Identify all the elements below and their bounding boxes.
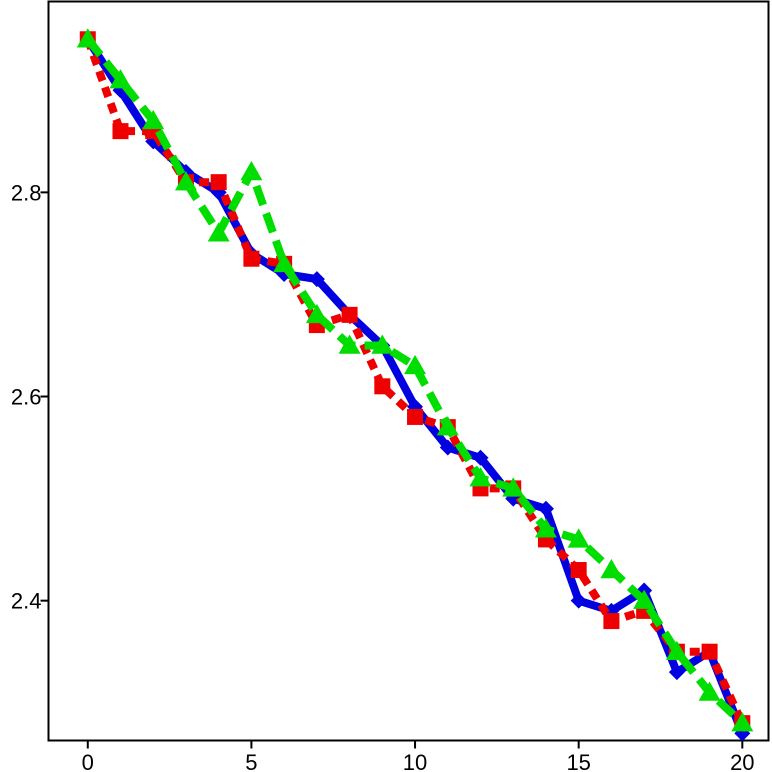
y-axis: 2.4 2.6 2.8 <box>11 180 49 614</box>
data-point-triangle <box>404 354 427 375</box>
data-point-triangle <box>567 528 590 548</box>
data-point-square <box>243 250 260 267</box>
data-point-triangle <box>534 518 557 538</box>
data-point-diamond <box>537 500 554 517</box>
data-point-square <box>112 123 129 140</box>
y-tick-label: 2.4 <box>11 589 42 614</box>
data-point-triangle <box>174 171 197 191</box>
x-axis: 0 5 10 15 20 <box>82 740 755 772</box>
data-point-square <box>210 174 227 191</box>
y-tick-label: 2.6 <box>11 385 42 410</box>
data-point-square <box>570 562 587 579</box>
data-point-triangle <box>633 589 656 609</box>
data-point-diamond <box>472 449 489 466</box>
series-line-dashed <box>84 36 746 727</box>
data-point-square <box>374 378 391 395</box>
data-point-diamond <box>570 592 587 609</box>
data-point-triangle <box>240 160 263 181</box>
data-point-diamond <box>668 664 685 681</box>
data-point-triangle <box>338 334 361 354</box>
data-point-triangle <box>665 640 688 660</box>
data-point-triangle <box>305 303 328 324</box>
data-point-triangle <box>731 712 754 732</box>
data-point-square <box>407 408 424 425</box>
data-point-triangle <box>142 109 165 130</box>
data-point-triangle <box>436 416 459 436</box>
y-tick-label: 2.8 <box>11 180 42 205</box>
data-point-diamond <box>308 271 325 288</box>
x-tick-label: 0 <box>82 750 94 772</box>
data-point-triangle <box>207 222 230 242</box>
data-point-square <box>701 643 718 660</box>
x-tick-label: 5 <box>245 750 257 772</box>
x-tick-label: 10 <box>403 750 427 772</box>
x-tick-label: 15 <box>566 750 590 772</box>
data-point-square <box>341 306 358 323</box>
data-point-triangle <box>371 334 394 354</box>
data-point-triangle <box>76 28 99 48</box>
data-point-square <box>603 613 620 630</box>
data-point-triangle <box>600 559 623 579</box>
x-tick-label: 20 <box>730 750 754 772</box>
data-point-triangle <box>469 467 492 487</box>
series-layer <box>76 28 754 742</box>
data-point-diamond <box>439 439 456 456</box>
data-point-triangle <box>502 477 525 497</box>
data-point-triangle <box>273 252 296 273</box>
data-point-triangle <box>698 681 721 701</box>
series-triangle <box>76 28 754 732</box>
data-point-triangle <box>109 69 132 89</box>
